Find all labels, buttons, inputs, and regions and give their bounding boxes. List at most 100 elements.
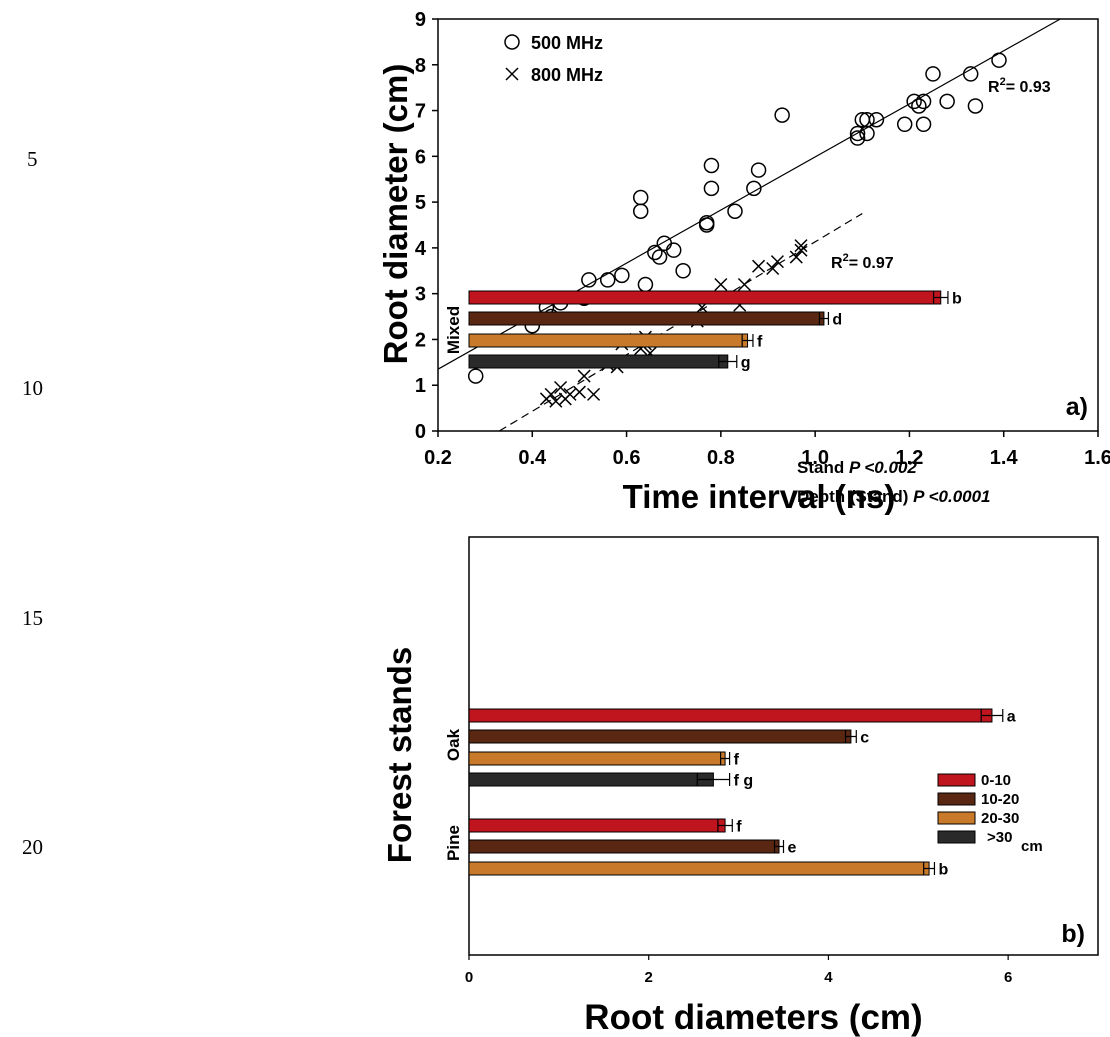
data-point-500mhz: [774, 107, 790, 123]
x-axis-label: Root diameters (cm): [584, 998, 922, 1037]
y-tick-label: 2: [415, 329, 426, 351]
r-squared-label: R2= 0.97: [831, 252, 894, 272]
y-tick-label: 5: [415, 192, 426, 214]
data-point-500mhz: [727, 203, 743, 220]
data-point-500mhz: [906, 93, 922, 110]
y-tick-label: 0: [415, 421, 426, 443]
x-tick-label: 0: [465, 969, 473, 986]
category-label: Oak: [444, 728, 463, 761]
significance-letter: a: [1007, 709, 1016, 726]
data-point-500mhz: [859, 111, 875, 128]
plot-frame: [468, 536, 1099, 956]
y-tick-label: 9: [415, 9, 426, 31]
category-label: Mixed: [444, 306, 463, 354]
error-bar: [696, 773, 731, 786]
chart-a-axes: 0.2 0.4 0.6 0.8 1.0 1.2 1.4 1.6 0 1 2 3 4 5 6 7 8 9 Time i…: [377, 9, 1110, 515]
x-tick-label: 1.4: [990, 447, 1019, 469]
significance-letter: b: [938, 862, 948, 879]
r-squared-symbol: R: [831, 255, 843, 272]
data-point-800mhz: [752, 259, 766, 273]
r-squared-symbol: R: [988, 79, 1000, 96]
data-point-500mhz: [665, 242, 682, 258]
stat-pvalue: P <0.0001: [913, 487, 990, 506]
category-label: Pine: [444, 825, 463, 861]
x-tick-label: 4: [824, 969, 833, 986]
x-tick-label: 1.6: [1084, 447, 1110, 469]
x-tick-label: 0.4: [518, 447, 547, 469]
data-point-500mhz: [647, 244, 663, 261]
legend-marker-500mhz: [504, 34, 520, 50]
y-tick-label: 6: [415, 146, 426, 168]
y-tick-label: 1: [415, 375, 426, 397]
data-point-500mhz: [915, 93, 932, 110]
panel-label-a: a): [1066, 393, 1088, 421]
data-point-800mhz: [794, 243, 808, 257]
data-point-800mhz: [794, 239, 808, 253]
data-point-800mhz: [766, 261, 780, 276]
error-bar: [980, 709, 1004, 722]
bar-010-pine: [468, 818, 726, 833]
data-point-800mhz: [587, 387, 601, 401]
data-point-800mhz: [789, 250, 803, 264]
stat-prefix: Stand: [797, 458, 849, 477]
error-bar: [818, 312, 830, 325]
error-bar: [717, 819, 733, 832]
data-point-800mhz: [714, 277, 728, 292]
significance-letter: g: [741, 355, 751, 372]
data-point-500mhz: [746, 180, 762, 197]
r-squared-label: R2= 0.93: [988, 76, 1051, 96]
r-squared-value: = 0.93: [1006, 79, 1051, 96]
data-point-500mhz: [467, 368, 484, 384]
data-point-800mhz: [770, 255, 784, 269]
legend-swatch: [937, 811, 976, 825]
y-tick-label: 8: [415, 55, 426, 77]
legend-unit: cm: [1021, 838, 1043, 855]
data-point-500mhz: [698, 214, 715, 231]
bar-2030-mixed: [468, 333, 749, 348]
error-bar: [741, 334, 754, 347]
error-bar: [718, 355, 738, 368]
y-tick-label: 3: [415, 284, 426, 306]
bar-010-mixed: [468, 290, 942, 305]
legend-label: 20-30: [981, 810, 1019, 827]
chart-b-legend: 0-10 10-20 20-30 >30 cm: [937, 772, 1043, 855]
legend-label: 10-20: [981, 791, 1019, 808]
legend-label: >30: [987, 829, 1012, 846]
stat-annotation: Depth (Stand) P <0.0001: [797, 487, 991, 506]
x-tick-label: 0.2: [424, 447, 452, 469]
data-point-800mhz: [554, 380, 568, 395]
legend-label: 0-10: [981, 772, 1011, 789]
bar-30-oak: [468, 772, 714, 787]
x-tick-label: 6: [1004, 969, 1012, 986]
y-tick-label: 7: [415, 101, 426, 123]
data-point-500mhz: [967, 98, 984, 114]
significance-letter: d: [832, 312, 842, 329]
y-axis-label: Forest stands: [381, 647, 418, 863]
data-point-500mhz: [991, 52, 1007, 68]
data-point-500mhz: [849, 130, 866, 146]
significance-letter: f: [757, 334, 763, 351]
stat-prefix: Depth (Stand): [797, 487, 913, 506]
data-point-500mhz: [614, 267, 630, 284]
data-point-500mhz: [599, 272, 616, 288]
data-point-500mhz: [962, 66, 979, 82]
chart-b-bars: b a f d c e f f b g f g: [468, 290, 1016, 879]
error-bar: [720, 752, 731, 765]
error-bar: [773, 840, 785, 853]
data-point-500mhz: [581, 272, 597, 288]
bar-1020-pine: [468, 839, 780, 854]
bar-30-mixed: [468, 354, 729, 369]
data-point-500mhz: [651, 249, 668, 265]
data-point-500mhz: [925, 66, 941, 82]
data-point-500mhz: [911, 98, 927, 114]
x-axis-label: Time interval (ns): [623, 478, 896, 515]
data-point-800mhz: [737, 277, 751, 292]
line-number: 20: [22, 835, 43, 859]
line-number: 15: [22, 606, 43, 630]
data-point-800mhz: [572, 385, 586, 399]
data-point-500mhz: [939, 93, 955, 110]
line-number: 10: [22, 376, 43, 400]
r-squared-exponent: 2: [843, 252, 849, 264]
